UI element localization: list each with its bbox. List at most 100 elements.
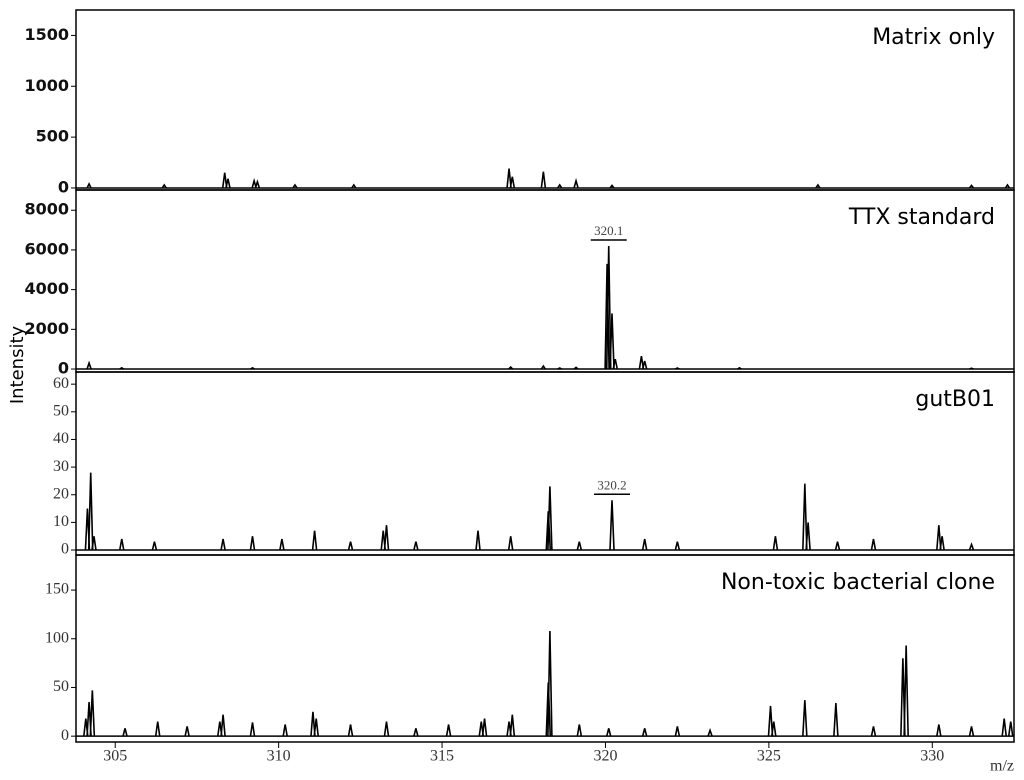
y-tick-label: 0	[58, 359, 69, 378]
peak	[383, 525, 390, 551]
x-tick-label: 320	[593, 748, 617, 765]
peak	[557, 367, 563, 370]
peak	[1001, 718, 1007, 737]
x-tick-label: 325	[757, 748, 781, 765]
peak	[968, 726, 975, 737]
x-axis-title: m/z	[990, 758, 1014, 775]
peak	[612, 358, 619, 370]
peak	[313, 718, 320, 737]
peak	[383, 721, 390, 737]
peak	[1007, 721, 1014, 737]
peak	[506, 168, 512, 189]
y-tick-label: 1500	[24, 25, 69, 44]
peak	[641, 538, 648, 551]
y-tick-label: 100	[45, 629, 69, 646]
peak	[540, 171, 547, 189]
peak	[641, 360, 648, 370]
y-tick-label: 1000	[24, 76, 69, 95]
y-tick-label: 0	[61, 541, 69, 558]
peak	[939, 536, 945, 551]
peak	[122, 728, 128, 737]
y-axis-title: Intensity	[7, 325, 28, 404]
x-tick-label: 305	[103, 748, 127, 765]
y-tick-label: 50	[53, 402, 69, 419]
panel-title: gutB01	[915, 387, 995, 412]
peak	[767, 705, 774, 737]
peak	[87, 472, 94, 551]
peak	[221, 172, 228, 189]
peak	[707, 727, 713, 737]
peak	[802, 483, 808, 551]
panel-frame	[75, 554, 1015, 743]
peak	[347, 541, 354, 551]
peak	[547, 486, 553, 551]
peak	[870, 538, 877, 551]
peak	[347, 724, 354, 737]
peak	[674, 541, 681, 551]
peak	[605, 245, 612, 370]
peak	[545, 511, 552, 551]
peak	[936, 724, 942, 737]
peak	[509, 176, 516, 189]
peak	[445, 724, 452, 737]
peak	[557, 183, 563, 189]
peak	[220, 714, 226, 737]
peak	[805, 522, 811, 551]
y-tick-label: 60	[53, 375, 69, 392]
y-tick-label: 50	[53, 678, 69, 695]
peak	[969, 367, 974, 370]
x-tick-label: 315	[430, 748, 454, 765]
peak	[772, 536, 779, 551]
peak	[509, 714, 516, 737]
y-tick-label: 30	[53, 458, 69, 475]
peak	[576, 724, 583, 737]
peak	[609, 313, 615, 370]
peak-annotation: 320.1	[594, 223, 623, 238]
y-tick-label: 0	[58, 177, 69, 196]
y-tick-label: 2000	[24, 319, 69, 338]
peak	[936, 525, 942, 551]
peak	[573, 177, 579, 189]
peak	[481, 718, 488, 737]
peak	[89, 690, 96, 737]
peak	[475, 530, 481, 551]
y-tick-label: 150	[45, 581, 69, 598]
panel-title: TTX standard	[848, 205, 995, 230]
y-tick-label: 20	[53, 485, 69, 502]
peak	[609, 500, 615, 551]
x-tick-label: 310	[267, 748, 291, 765]
peak	[815, 183, 821, 189]
peak	[1004, 183, 1011, 189]
peak	[547, 630, 553, 737]
peak	[573, 366, 579, 370]
peak	[641, 728, 648, 737]
y-tick-label: 6000	[24, 239, 69, 258]
peak	[225, 178, 231, 189]
peak	[674, 726, 681, 737]
peak	[151, 541, 158, 551]
peak	[310, 711, 316, 737]
peak	[118, 538, 125, 551]
peak	[413, 541, 419, 551]
peak	[870, 726, 877, 737]
peak	[254, 179, 261, 189]
peak	[737, 366, 742, 370]
peak	[184, 726, 190, 737]
y-tick-label: 4000	[24, 279, 69, 298]
peak	[968, 542, 975, 551]
peak	[508, 365, 514, 370]
peak	[507, 536, 514, 551]
peak	[249, 536, 256, 551]
peak	[154, 721, 161, 737]
peak	[161, 183, 167, 189]
peak	[605, 728, 612, 737]
peak	[770, 721, 777, 737]
peak	[833, 702, 839, 737]
peak	[413, 728, 419, 737]
peak	[802, 700, 808, 737]
y-tick-label: 500	[36, 127, 69, 146]
y-tick-label: 40	[53, 430, 69, 447]
peak	[968, 184, 975, 189]
